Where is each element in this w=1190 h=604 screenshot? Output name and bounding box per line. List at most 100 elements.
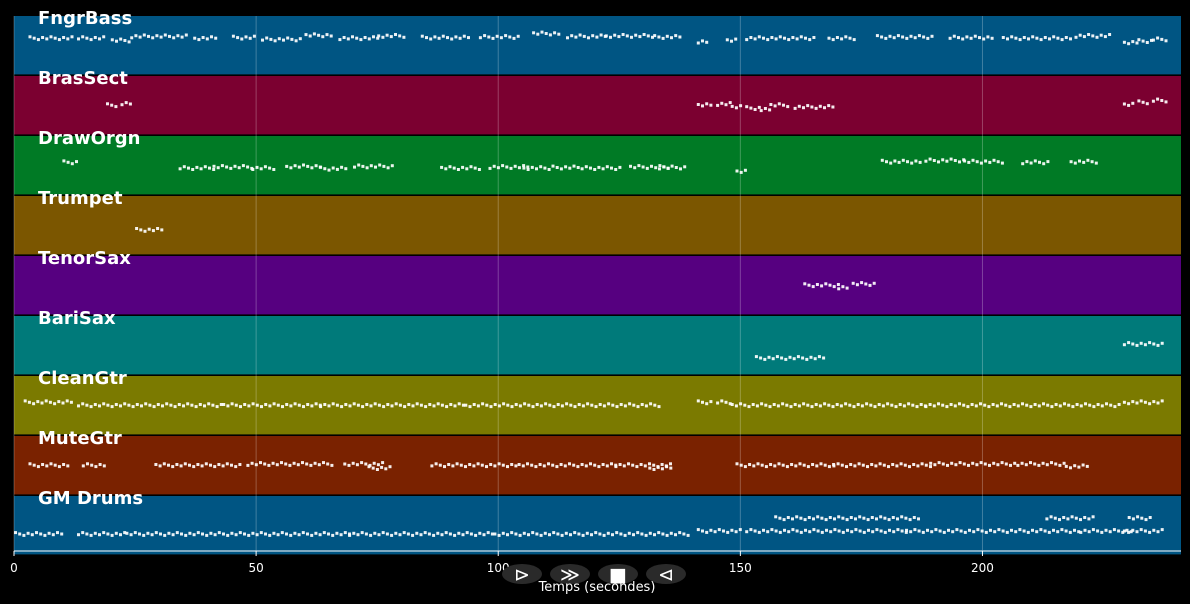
play-button[interactable]: ⊳ <box>502 564 542 586</box>
note-mark <box>806 403 810 407</box>
note-mark <box>928 403 932 406</box>
note-mark <box>377 34 381 38</box>
note-mark <box>759 356 763 360</box>
note-mark <box>540 30 544 34</box>
note-mark <box>630 35 633 39</box>
note-mark <box>906 160 909 164</box>
note-mark <box>618 463 622 466</box>
note-mark <box>769 103 773 106</box>
note-mark <box>171 533 175 537</box>
note-mark <box>177 403 181 406</box>
note-mark <box>199 167 203 171</box>
note-mark <box>539 404 543 408</box>
note-mark <box>142 33 146 37</box>
note-mark <box>759 109 763 113</box>
note-mark <box>555 465 559 469</box>
note-mark <box>476 462 480 466</box>
note-mark <box>265 36 269 40</box>
note-mark <box>1129 530 1133 534</box>
note-mark <box>1079 530 1083 534</box>
note-mark <box>764 403 768 407</box>
note-mark <box>570 34 574 38</box>
note-mark <box>1064 36 1068 39</box>
note-mark <box>1109 403 1113 407</box>
note-mark <box>49 462 53 466</box>
forward-button[interactable]: ≫ <box>550 564 590 586</box>
note-group <box>803 282 840 289</box>
note-mark <box>191 168 195 171</box>
note-mark <box>367 465 371 469</box>
track-lane-draworgn <box>14 136 1181 195</box>
note-mark <box>551 463 555 467</box>
note-group <box>745 105 761 111</box>
note-mark <box>28 462 32 466</box>
note-mark <box>114 531 118 535</box>
note-mark <box>738 528 742 532</box>
note-mark <box>897 160 901 164</box>
note-mark <box>39 532 43 536</box>
note-mark <box>824 282 828 286</box>
note-mark <box>610 462 613 466</box>
note-mark <box>797 404 801 408</box>
note-mark <box>472 464 476 468</box>
note-mark <box>47 531 51 535</box>
note-mark <box>1056 530 1060 534</box>
note-mark <box>845 465 848 469</box>
note-mark <box>314 164 318 168</box>
note-mark <box>154 463 158 466</box>
note-mark <box>595 35 599 39</box>
note-mark <box>812 528 816 532</box>
note-mark <box>376 463 380 467</box>
note-mark <box>739 104 743 108</box>
note-mark <box>61 401 65 405</box>
note-mark <box>559 167 563 171</box>
note-mark <box>917 529 921 533</box>
note-mark <box>462 34 466 38</box>
note-mark <box>327 404 331 408</box>
note-mark <box>508 35 512 39</box>
note-group <box>1122 528 1164 534</box>
note-mark <box>66 37 70 41</box>
note-mark <box>1148 516 1152 519</box>
note-mark <box>635 465 639 469</box>
track-lane-gm-drums <box>14 496 1181 555</box>
note-mark <box>226 533 230 537</box>
note-mark <box>361 405 365 409</box>
note-group <box>522 165 551 171</box>
note-mark <box>1160 528 1164 532</box>
note-mark <box>472 403 476 406</box>
note-group <box>106 102 118 109</box>
note-mark <box>900 515 904 519</box>
note-mark <box>705 530 709 534</box>
note-mark <box>251 402 255 406</box>
note-mark <box>979 461 983 465</box>
note-mark <box>268 166 272 170</box>
note-mark <box>614 465 618 469</box>
note-mark <box>809 355 813 359</box>
note-mark <box>110 533 114 537</box>
note-mark <box>1042 402 1045 406</box>
note-mark <box>696 103 700 106</box>
note-mark <box>531 531 535 535</box>
note-mark <box>453 404 457 408</box>
note-mark <box>777 102 781 106</box>
note-mark <box>548 533 551 537</box>
note-mark <box>924 405 928 409</box>
back-button[interactable]: ⊲ <box>646 564 686 586</box>
note-mark <box>234 533 238 537</box>
note-mark <box>444 167 448 171</box>
note-mark <box>1004 403 1008 407</box>
note-mark <box>289 404 293 408</box>
note-mark <box>66 464 70 468</box>
note-mark <box>203 404 206 408</box>
note-mark <box>615 405 619 409</box>
note-mark <box>420 34 424 38</box>
note-mark <box>730 39 733 43</box>
note-mark <box>648 462 651 466</box>
note-mark <box>1014 530 1018 534</box>
note-mark <box>1084 402 1087 406</box>
note-mark <box>717 528 721 532</box>
note-mark <box>465 531 469 535</box>
stop-button[interactable]: ■ <box>598 564 638 586</box>
note-mark <box>531 405 535 409</box>
